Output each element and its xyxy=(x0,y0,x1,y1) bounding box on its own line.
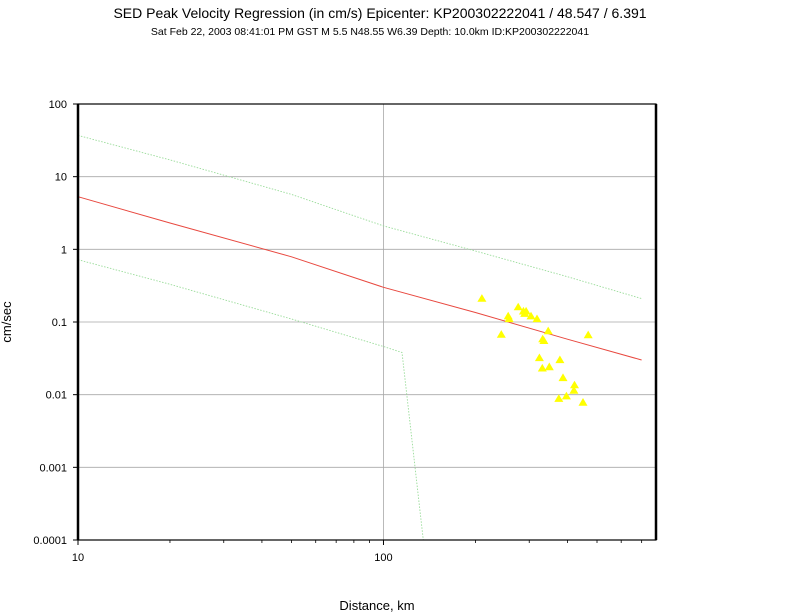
series-regression-line xyxy=(77,196,642,361)
series-layer xyxy=(77,134,642,541)
observation-point xyxy=(532,314,542,323)
y-tick-label: 0.0001 xyxy=(33,535,67,547)
y-tick-label: 1 xyxy=(61,244,67,256)
observation-point xyxy=(543,326,553,335)
observation-point xyxy=(534,353,544,362)
observation-point xyxy=(521,306,531,315)
observation-point xyxy=(526,311,536,320)
observation-point xyxy=(561,391,571,400)
points-layer xyxy=(477,294,593,406)
observation-point xyxy=(570,380,579,389)
x-tick-label: 100 xyxy=(374,552,392,564)
y-axis-label: cm/sec xyxy=(0,301,14,343)
y-tick-label: 100 xyxy=(49,99,67,111)
tick-layer: 0.0001 0.001 0.01 0.1 1 10 100 10 100 xyxy=(33,99,643,564)
y-tick-label: 0.1 xyxy=(52,317,67,329)
observation-point xyxy=(578,398,588,406)
grid-layer xyxy=(78,104,656,540)
y-tick-label: 0.001 xyxy=(39,462,67,474)
observation-point xyxy=(496,330,506,338)
observation-point xyxy=(477,294,487,302)
observation-point xyxy=(555,355,565,364)
x-axis-label: Distance, km xyxy=(339,598,414,612)
chart-title: SED Peak Velocity Regression (in cm/s) E… xyxy=(113,5,647,21)
chart-subtitle: Sat Feb 22, 2003 08:41:01 PM GST M 5.5 N… xyxy=(150,26,590,38)
observation-point xyxy=(504,314,514,323)
observation-point xyxy=(569,386,579,394)
observation-point xyxy=(539,336,549,344)
observation-point xyxy=(544,362,554,371)
observation-point xyxy=(558,373,568,382)
series-upper-bound-line xyxy=(77,134,642,300)
series-lower-bound-line xyxy=(77,259,424,541)
observation-point xyxy=(513,302,523,311)
observation-point xyxy=(583,330,593,339)
x-tick-label: 10 xyxy=(72,552,84,564)
y-tick-label: 0.01 xyxy=(46,390,67,402)
observation-point xyxy=(537,363,547,372)
y-tick-label: 10 xyxy=(55,172,67,184)
observation-point xyxy=(554,394,564,402)
